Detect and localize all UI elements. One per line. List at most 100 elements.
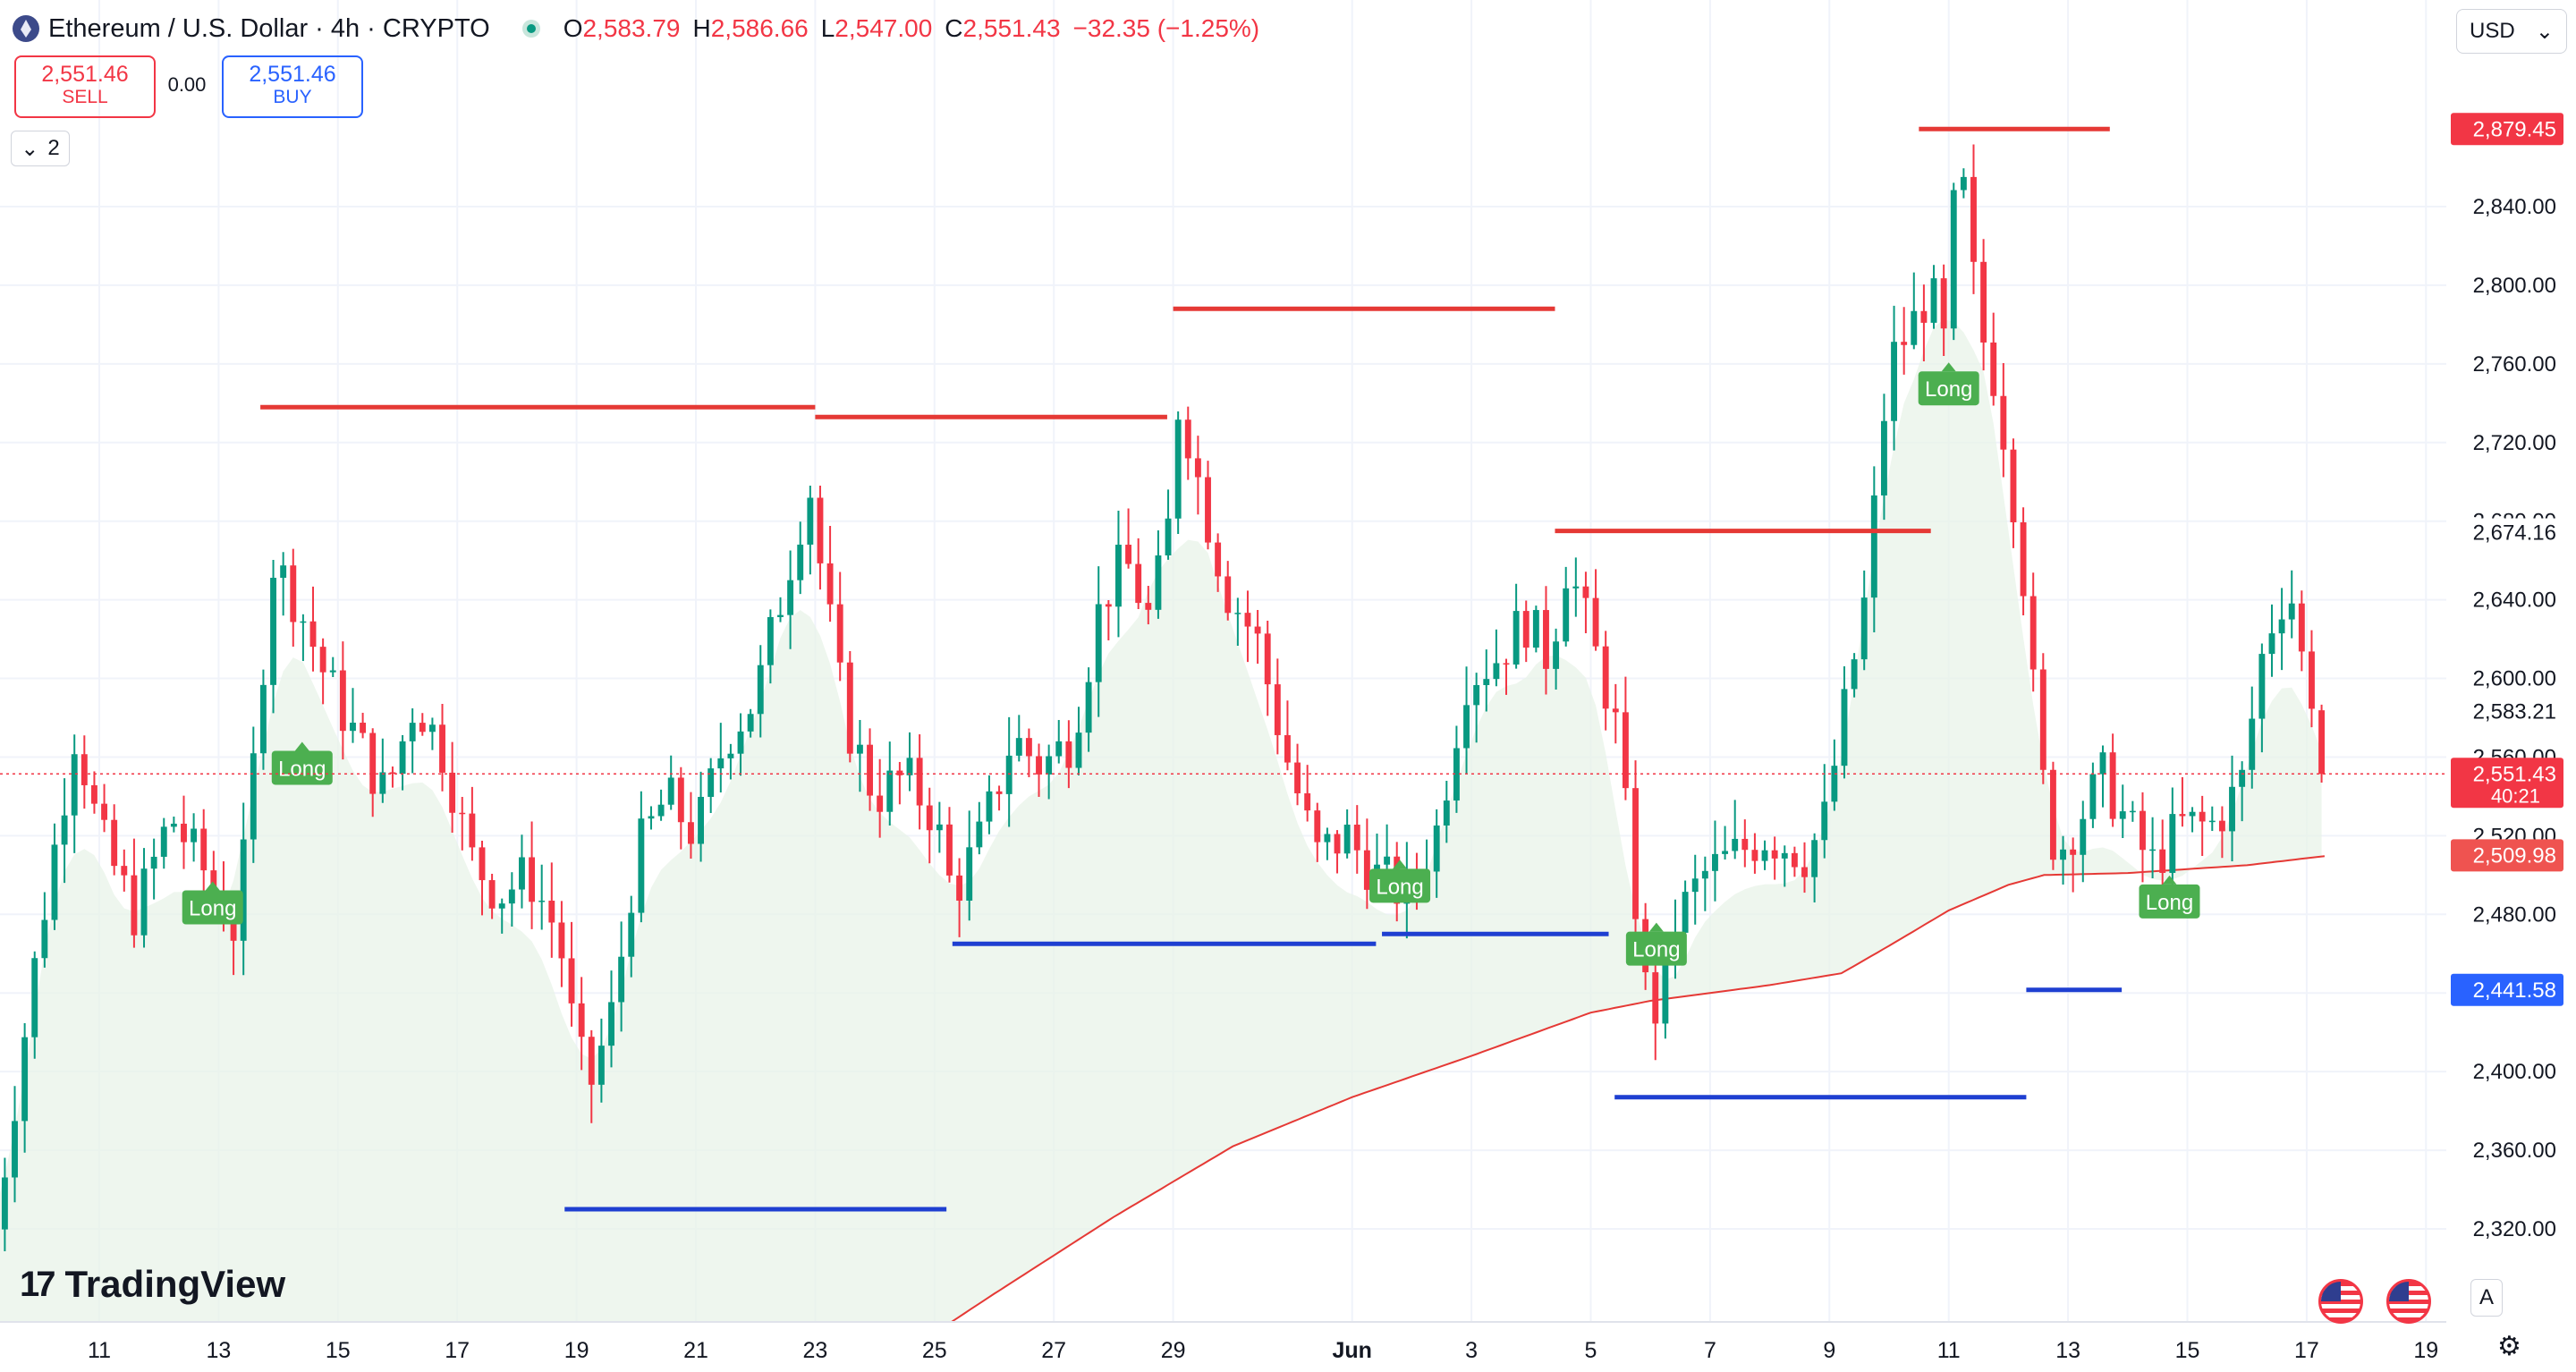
candle [1513, 583, 1520, 669]
chevron-down-icon: ⌄ [21, 136, 39, 161]
long-signal[interactable]: Long [271, 741, 333, 785]
price-label-bg [2451, 758, 2563, 809]
time-tick-label: 11 [1937, 1338, 1961, 1363]
sell-price: 2,551.46 [41, 62, 129, 87]
settings-icon[interactable]: ⚙ [2497, 1332, 2521, 1361]
candle-body [508, 889, 515, 904]
currency-select[interactable]: USD ⌄ [2456, 9, 2567, 54]
time-axis[interactable]: 11 13 15 17 19 21 23 25 27 29 Jun 3 5 7 9 11 13 15 17 19 [0, 1321, 2576, 1372]
long-signal-box [271, 750, 333, 785]
candle-body [2149, 849, 2157, 851]
candle-body [2140, 810, 2146, 851]
sell-button[interactable]: 2,551.46 SELL [14, 55, 156, 118]
candle [2268, 604, 2275, 677]
time-tick-label: Jun [1332, 1338, 1371, 1363]
candle [449, 741, 456, 834]
candle-body [170, 823, 177, 827]
long-signal-box [1918, 371, 1979, 406]
candle [2000, 363, 2007, 478]
us-flag-event-icon[interactable] [2386, 1279, 2431, 1324]
symbol-title[interactable]: Ethereum / U.S. Dollar · 4h · CRYPTO [48, 13, 490, 43]
candle [1473, 673, 1480, 743]
candle [1334, 830, 1341, 874]
candle [846, 650, 853, 763]
long-signal-box [182, 890, 243, 925]
candle-body [1781, 852, 1788, 859]
price-axis[interactable]: 2,320.002,360.002,400.002,440.002,480.00… [2446, 0, 2576, 1372]
candle-body [1980, 261, 1987, 343]
long-signal[interactable]: Long [2139, 875, 2200, 919]
time-tick-label: 3 [1465, 1338, 1478, 1363]
candle-body [817, 497, 824, 563]
candle [1433, 809, 1440, 898]
candle-body [210, 870, 217, 892]
long-signal-label: Long [278, 757, 326, 781]
candle-body [519, 857, 525, 890]
indicators-toggle[interactable]: ⌄ 2 [11, 131, 70, 166]
candle-body [2020, 521, 2027, 597]
candle-body [1, 1177, 8, 1230]
auto-scale-button[interactable]: A [2470, 1279, 2503, 1317]
candle [1543, 586, 1549, 695]
candle [1224, 561, 1232, 621]
candle [71, 734, 78, 853]
candle-body [191, 828, 198, 843]
long-signal[interactable]: Long [1918, 362, 1979, 406]
candle-body [708, 768, 715, 797]
candle [1353, 805, 1360, 874]
tradingview-logo[interactable]: 17 TradingView [20, 1263, 285, 1306]
candle [2049, 761, 2056, 870]
candle [996, 785, 1003, 811]
time-tick-label: 27 [1041, 1338, 1066, 1363]
candle [1, 1157, 8, 1252]
candle [807, 485, 814, 575]
candle-body [1473, 684, 1480, 706]
time-tick-label: 25 [922, 1338, 947, 1363]
long-signals: Long Long Long Long Long Long [182, 362, 2200, 966]
long-signal[interactable]: Long [1625, 922, 1687, 966]
candle [1592, 569, 1599, 651]
long-signal[interactable]: Long [1369, 860, 1431, 903]
chevron-down-icon: ⌄ [2535, 19, 2554, 44]
us-flag-event-icon[interactable] [2318, 1279, 2363, 1324]
candle-body [1860, 597, 1868, 660]
candle-body [1205, 477, 1211, 543]
candle-body [856, 744, 863, 754]
candle-body [2010, 449, 2017, 522]
brand-name: TradingView [64, 1263, 286, 1305]
candle-body [2060, 849, 2066, 860]
candle-body [2208, 820, 2216, 823]
candle [747, 708, 754, 738]
candle-body [1891, 342, 1898, 421]
candle-body [1532, 610, 1539, 648]
candle-body [1314, 810, 1321, 843]
candle-body [1701, 870, 1708, 879]
market-status-icon[interactable] [521, 20, 540, 38]
long-signal[interactable]: Long [182, 881, 243, 925]
candle [1841, 665, 1848, 779]
candle [1443, 780, 1450, 843]
candle [1095, 566, 1102, 717]
candle [439, 703, 445, 792]
candle [1125, 508, 1132, 569]
candle-body [757, 665, 764, 715]
candle [2140, 792, 2146, 883]
candle [986, 775, 993, 834]
candle [191, 813, 198, 862]
candle-body [1254, 626, 1261, 634]
candle [428, 717, 436, 750]
price-change: −32.35 (−1.25%) [1072, 14, 1260, 42]
candle [2070, 837, 2077, 893]
candle-body [80, 754, 88, 785]
buy-button[interactable]: 2,551.46 BUY [222, 55, 363, 118]
candle-body [1741, 838, 1749, 851]
candle-body [767, 616, 774, 665]
candle-body [240, 839, 247, 941]
candle [856, 720, 863, 792]
candle-body [2039, 669, 2046, 770]
candle-body [1433, 825, 1440, 872]
candle-body [687, 822, 694, 844]
candle-body [459, 812, 466, 815]
candle [21, 1023, 29, 1153]
